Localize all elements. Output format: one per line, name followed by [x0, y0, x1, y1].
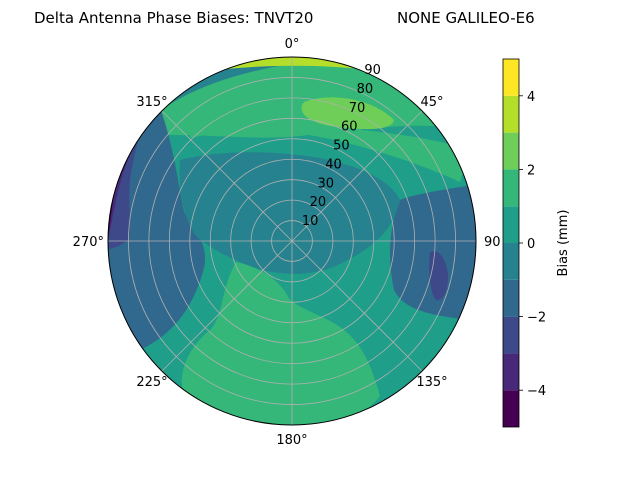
colorbar-segment — [503, 95, 519, 133]
chart-subtitle: NONE GALILEO-E6 — [397, 9, 535, 27]
contour-region — [190, 124, 470, 182]
colorbar-segment — [503, 316, 519, 354]
colorbar-tick-label: 4 — [527, 90, 535, 105]
contour-region — [429, 251, 448, 301]
colorbar-segment — [503, 132, 519, 170]
angular-tick-label: 225° — [136, 375, 167, 390]
angular-grid-line — [291, 240, 423, 372]
polar-grid — [108, 57, 476, 425]
radial-tick-label: 80 — [357, 82, 374, 97]
colorbar-segment — [503, 243, 519, 280]
radial-tick-label: 30 — [317, 176, 334, 191]
radial-tick-label: 20 — [310, 195, 327, 210]
radial-tick-label: 60 — [341, 120, 358, 135]
radial-tick-label: 70 — [349, 101, 366, 116]
angular-tick-label: 45° — [420, 95, 443, 110]
radial-tick-label: 90 — [364, 63, 381, 78]
chart-title: Delta Antenna Phase Biases: TNVT20 — [34, 9, 314, 27]
radial-tick-labels: 10 20 30 40 50 60 70 80 90 — [302, 63, 381, 229]
angular-tick-labels: 0° 45° 90 135° 180° 225° 270° 315° — [73, 37, 501, 448]
radial-tick-label: 10 — [302, 214, 319, 229]
radial-tick-label: 50 — [333, 139, 350, 154]
angular-tick-label: 270° — [73, 235, 104, 250]
polar-frame — [107, 56, 477, 426]
angular-tick-label: 135° — [416, 375, 447, 390]
colorbar-segment — [503, 353, 519, 391]
colorbar-segment — [503, 206, 519, 243]
angular-tick-label: 180° — [276, 433, 307, 448]
colorbar-segment — [503, 279, 519, 317]
colorbar-tick-label: −4 — [527, 384, 546, 399]
angular-grid-line — [161, 110, 293, 242]
angular-tick-label: 315° — [136, 95, 167, 110]
colorbar-segment — [503, 59, 519, 96]
contour-region — [181, 262, 380, 425]
colorbar-label: Bias (mm) — [556, 210, 571, 277]
colorbar-segment — [503, 169, 519, 207]
radial-tick-label: 40 — [325, 157, 342, 172]
angular-tick-label: 0° — [285, 37, 300, 52]
colorbar: −4 −2 0 2 4 Bias (mm) — [502, 58, 571, 428]
colorbar-segment — [503, 390, 519, 427]
angular-tick-label: 90 — [484, 235, 501, 250]
angular-grid-line — [291, 110, 423, 242]
colorbar-tick-label: 0 — [527, 237, 535, 252]
angular-grid-line — [161, 240, 293, 372]
colorbar-tick-label: 2 — [527, 163, 535, 178]
colorbar-tick-label: −2 — [527, 311, 546, 326]
contour-region — [390, 180, 476, 322]
